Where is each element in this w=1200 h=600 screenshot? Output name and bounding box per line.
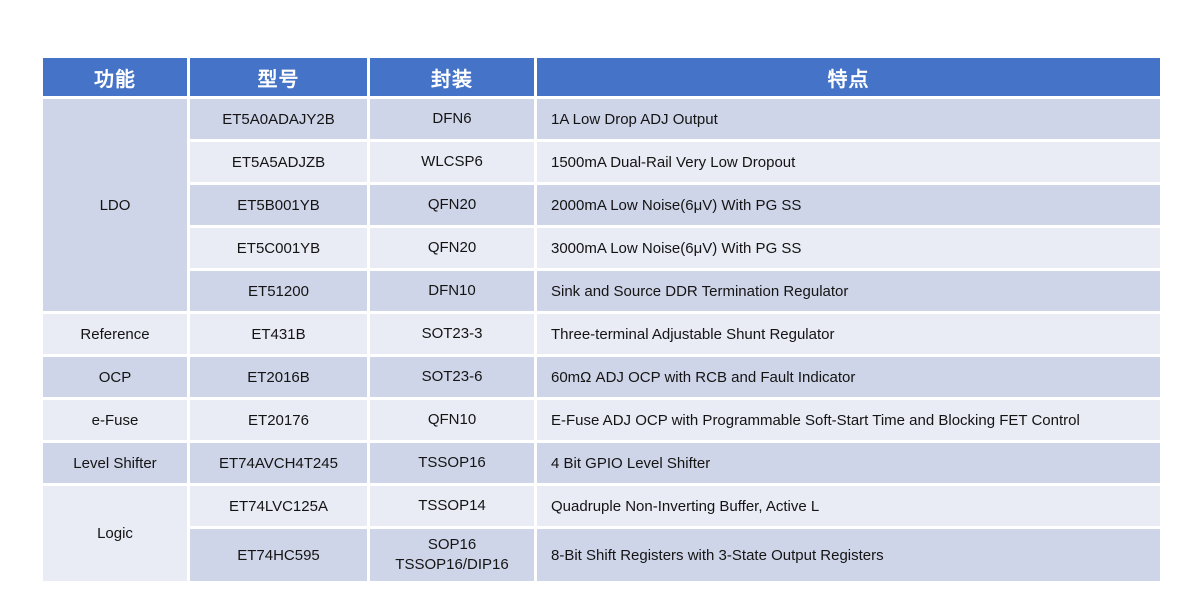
function-cell: e-Fuse: [40, 397, 190, 443]
feature-cell: 60mΩ ADJ OCP with RCB and Fault Indicato…: [534, 354, 1163, 400]
package-cell: SOP16 TSSOP16/DIP16: [367, 526, 537, 584]
function-cell: Level Shifter: [40, 440, 190, 486]
table-row: ET74HC595 SOP16 TSSOP16/DIP16 8-Bit Shif…: [42, 526, 1163, 584]
package-cell: QFN20: [367, 225, 537, 271]
column-header-function: 功能: [40, 55, 190, 99]
model-cell: ET5A0ADAJY2B: [187, 96, 370, 142]
function-cell: OCP: [40, 354, 190, 400]
model-cell: ET20176: [187, 397, 370, 443]
table-row: ET5A5ADJZB WLCSP6 1500mA Dual-Rail Very …: [42, 139, 1163, 185]
feature-cell: 8-Bit Shift Registers with 3-State Outpu…: [534, 526, 1163, 584]
package-cell: QFN10: [367, 397, 537, 443]
feature-cell: Quadruple Non-Inverting Buffer, Active L: [534, 483, 1163, 529]
feature-cell: 1500mA Dual-Rail Very Low Dropout: [534, 139, 1163, 185]
table-row: OCP ET2016B SOT23-6 60mΩ ADJ OCP with RC…: [40, 354, 1163, 400]
model-cell: ET431B: [187, 311, 370, 357]
column-header-package: 封装: [367, 55, 537, 99]
table-row: ET5B001YB QFN20 2000mA Low Noise(6μV) Wi…: [42, 182, 1163, 228]
column-header-features: 特点: [534, 55, 1163, 99]
package-cell: WLCSP6: [367, 139, 537, 185]
feature-cell: Sink and Source DDR Termination Regulato…: [534, 268, 1163, 314]
product-spec-table: 功能 型号 封装 特点 LDO ET5A0ADAJY2B DFN6 1A Low…: [40, 55, 1163, 584]
package-cell: DFN10: [367, 268, 537, 314]
package-cell: TSSOP16: [367, 440, 537, 486]
feature-cell: Three-terminal Adjustable Shunt Regulato…: [534, 311, 1163, 357]
package-cell: SOT23-3: [367, 311, 537, 357]
model-cell: ET5A5ADJZB: [187, 139, 370, 185]
table-row: ET5C001YB QFN20 3000mA Low Noise(6μV) Wi…: [42, 225, 1163, 271]
package-cell: TSSOP14: [367, 483, 537, 529]
column-header-model: 型号: [187, 55, 370, 99]
model-cell: ET51200: [187, 268, 370, 314]
feature-cell: 3000mA Low Noise(6μV) With PG SS: [534, 225, 1163, 271]
table-row: Level Shifter ET74AVCH4T245 TSSOP16 4 Bi…: [40, 440, 1163, 486]
model-cell: ET2016B: [187, 354, 370, 400]
feature-cell: 2000mA Low Noise(6μV) With PG SS: [534, 182, 1163, 228]
table-row: ET51200 DFN10 Sink and Source DDR Termin…: [42, 268, 1163, 314]
package-cell: SOT23-6: [367, 354, 537, 400]
table-row: Logic ET74LVC125A TSSOP14 Quadruple Non-…: [40, 483, 1163, 584]
model-cell: ET74LVC125A: [187, 483, 370, 529]
model-cell: ET5C001YB: [187, 225, 370, 271]
function-cell: Reference: [40, 311, 190, 357]
function-cell: LDO: [40, 96, 190, 314]
feature-cell: E-Fuse ADJ OCP with Programmable Soft-St…: [534, 397, 1163, 443]
header-row: 功能 型号 封装 特点: [40, 55, 1163, 99]
table-row: e-Fuse ET20176 QFN10 E-Fuse ADJ OCP with…: [40, 397, 1163, 443]
function-cell: Logic: [40, 483, 190, 584]
package-cell: DFN6: [367, 96, 537, 142]
package-cell: QFN20: [367, 182, 537, 228]
table-row: Reference ET431B SOT23-3 Three-terminal …: [40, 311, 1163, 357]
feature-cell: 1A Low Drop ADJ Output: [534, 96, 1163, 142]
table-row: LDO ET5A0ADAJY2B DFN6 1A Low Drop ADJ Ou…: [40, 96, 1163, 314]
model-cell: ET74HC595: [187, 526, 370, 584]
feature-cell: 4 Bit GPIO Level Shifter: [534, 440, 1163, 486]
model-cell: ET5B001YB: [187, 182, 370, 228]
model-cell: ET74AVCH4T245: [187, 440, 370, 486]
